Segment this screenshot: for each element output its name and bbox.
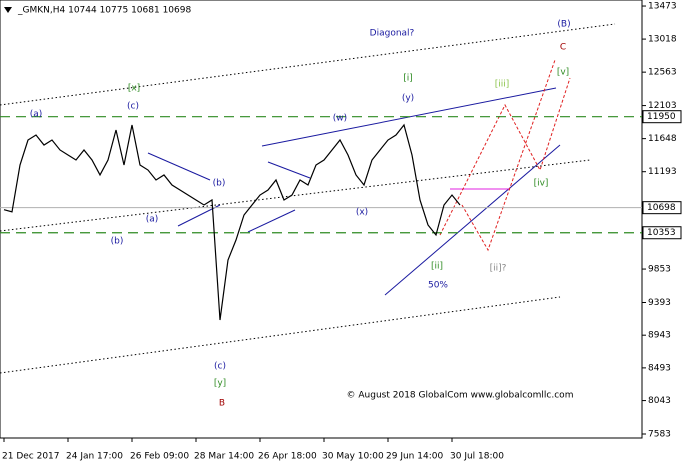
y-tick-label: 9853 [648,265,671,275]
annotation: [iii] [495,80,510,90]
annotation: 50% [428,281,448,291]
annotation: [ii]? [490,264,507,274]
trend-line [247,209,296,233]
channel [0,23,616,374]
annotation: [x] [128,84,140,94]
collapse-icon [4,7,12,13]
level-box [642,226,682,240]
y-tick-label: 11193 [648,167,677,177]
chart-title: _GMKN,H4 10744 10775 10681 10698 [17,6,191,16]
x-tick-label: 24 Jan 17:00 [66,452,123,462]
annotation: (a) [146,215,159,225]
level-label: 11950 [647,112,676,122]
annotation: Diagonal? [370,29,415,39]
x-tick-label: 30 Jul 18:00 [450,452,504,462]
x-tick-label: 30 May 10:00 [322,452,384,462]
annotation: [i] [403,74,413,84]
annotation: (x) [356,208,368,218]
level-box [642,110,682,124]
annotation: [iv] [534,179,549,189]
x-tick-label: 21 Dec 2017 [2,452,60,462]
channel-upper [0,23,616,106]
annotation: (c) [127,102,139,112]
level-label: 10353 [647,228,676,238]
annotation: C [560,43,566,53]
annotation: (B) [557,20,570,30]
annotation: [y] [214,379,226,389]
y-tick-label: 7583 [648,430,671,440]
x-tick-label: 26 Feb 09:00 [130,452,189,462]
y-tick-label: 11648 [648,134,677,144]
projection-path [439,77,571,236]
projection-path [461,59,556,252]
plot [0,116,642,321]
annotation: B [219,399,225,409]
y-tick-label: 8943 [648,331,671,341]
plot-frame [0,0,643,439]
price-line [3,123,461,321]
annotation: (b) [111,237,124,247]
annotation: (y) [402,94,414,104]
annotation: (b) [213,179,226,189]
y-tick-label: 13473 [648,2,677,12]
trend-line [384,144,561,296]
trend-line [267,161,311,179]
x-tick-label: 28 Mar 14:00 [194,452,254,462]
y-tick-label: 8043 [648,396,671,406]
y-tick-label: 9393 [648,298,671,308]
y-tick-label: 13018 [648,35,677,45]
trend-line [147,152,211,181]
annotation: [ii] [431,262,443,272]
annotation: (w) [333,114,347,124]
channel-middle [0,159,591,232]
y-tick-label: 12563 [648,68,677,78]
level-label: 10698 [647,203,676,213]
x-tick-label: 26 Apr 18:00 [258,452,317,462]
y-tick-label: 8493 [648,363,671,373]
projection [439,59,571,252]
annotation: [v] [557,68,569,78]
y-tick-label: 12103 [648,101,677,111]
annotation: (c) [214,362,226,372]
annotation: (a) [30,110,43,120]
annotation: © August 2018 GlobalCom www.globalcomllc… [347,391,574,401]
level-box [642,201,682,215]
x-tick-label: 29 Jun 14:00 [386,452,443,462]
